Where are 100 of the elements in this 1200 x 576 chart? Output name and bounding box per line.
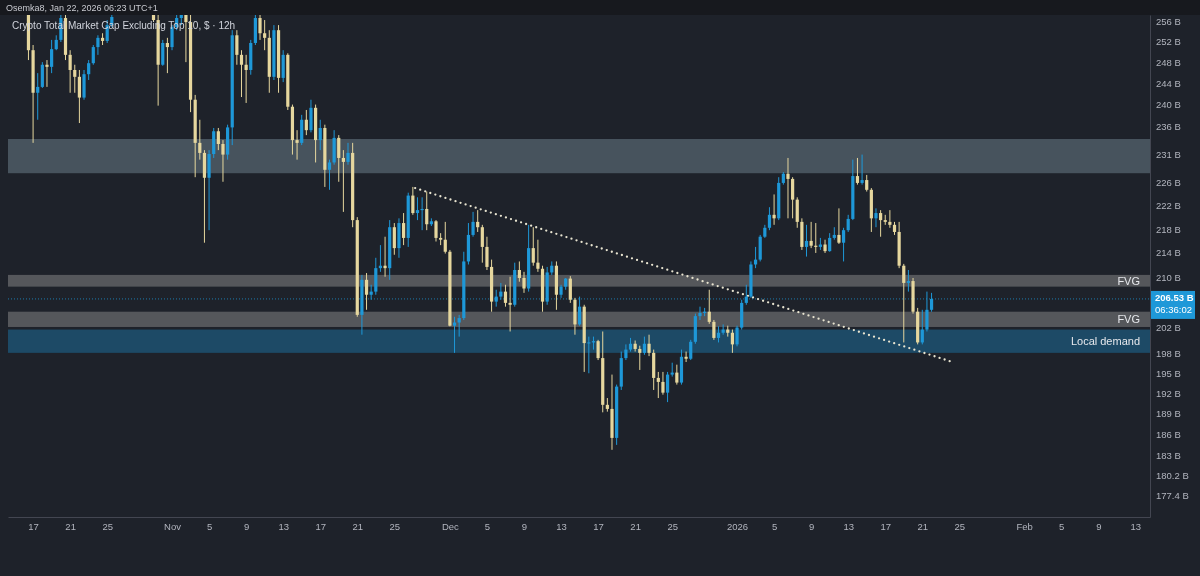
candlestick bbox=[281, 49, 285, 83]
candlestick bbox=[207, 149, 211, 231]
candlestick bbox=[239, 49, 244, 98]
candlestick bbox=[309, 99, 313, 133]
y-tick-label: 231 B bbox=[1156, 148, 1181, 160]
candlestick bbox=[809, 221, 813, 249]
x-tick-label: 2026 bbox=[726, 520, 749, 532]
candlestick bbox=[772, 193, 776, 226]
candlestick bbox=[767, 206, 772, 231]
x-tick-label: 25 bbox=[954, 520, 966, 532]
y-tick-label: 256 B bbox=[1156, 15, 1181, 27]
y-tick-label: 226 B bbox=[1156, 176, 1181, 188]
y-tick-label: 236 B bbox=[1156, 120, 1181, 132]
candlestick bbox=[707, 289, 711, 325]
candlestick bbox=[661, 371, 665, 396]
band-label: FVG bbox=[1117, 274, 1140, 287]
x-tick-label: 5 bbox=[771, 520, 778, 532]
y-tick-label: 186 B bbox=[1156, 428, 1181, 440]
y-tick-label: 192 B bbox=[1156, 387, 1181, 399]
x-tick-label: 25 bbox=[389, 520, 401, 532]
candlestick bbox=[216, 127, 220, 151]
x-tick-label: 17 bbox=[315, 520, 327, 532]
candlestick bbox=[304, 109, 308, 136]
candlestick bbox=[804, 224, 809, 258]
y-tick-label: 210 B bbox=[1156, 271, 1181, 283]
candlestick bbox=[698, 306, 702, 321]
candlestick bbox=[471, 211, 475, 238]
x-tick-label: Feb bbox=[1016, 520, 1033, 532]
y-tick-label: 214 B bbox=[1156, 247, 1181, 259]
x-tick-label: 17 bbox=[593, 520, 604, 532]
y-tick-label: 248 B bbox=[1156, 56, 1181, 68]
band-label: FVG bbox=[1117, 313, 1140, 326]
x-tick-label: 13 bbox=[278, 520, 289, 532]
candlestick bbox=[503, 284, 508, 308]
x-tick-label: 21 bbox=[917, 520, 929, 532]
candlestick bbox=[485, 236, 489, 271]
candlestick bbox=[665, 371, 670, 403]
x-tick-label: 9 bbox=[809, 520, 815, 532]
candlestick bbox=[758, 234, 762, 262]
x-tick-label: 5 bbox=[206, 520, 213, 532]
candlestick bbox=[364, 272, 369, 311]
candlestick bbox=[392, 222, 396, 256]
y-tick-label: 183 B bbox=[1156, 449, 1181, 461]
candlestick bbox=[457, 314, 461, 338]
candlestick bbox=[337, 134, 341, 183]
candlestick bbox=[480, 224, 484, 264]
x-tick-label: 13 bbox=[556, 520, 567, 532]
candlestick bbox=[327, 159, 332, 191]
candlestick bbox=[77, 69, 81, 124]
candlestick bbox=[508, 276, 512, 332]
x-tick-label: 13 bbox=[843, 520, 854, 532]
candlestick bbox=[735, 325, 739, 347]
candlestick bbox=[855, 157, 860, 186]
candlestick bbox=[860, 154, 864, 186]
x-tick-label: Nov bbox=[164, 520, 182, 532]
candlestick bbox=[828, 232, 832, 253]
candlestick bbox=[50, 39, 54, 74]
candlestick bbox=[902, 263, 906, 343]
candlestick bbox=[888, 209, 892, 229]
y-tick-label: 195 B bbox=[1156, 367, 1181, 379]
candlestick bbox=[837, 207, 841, 245]
y-tick-label: 198 B bbox=[1156, 348, 1181, 360]
candlestick bbox=[295, 129, 299, 161]
candlestick bbox=[587, 336, 591, 374]
x-tick-label: 5 bbox=[1059, 520, 1065, 532]
x-tick-label: 21 bbox=[65, 520, 76, 532]
candlestick bbox=[184, 15, 188, 63]
candlestick bbox=[647, 334, 651, 357]
x-tick-label: 9 bbox=[243, 520, 250, 532]
candlestick bbox=[165, 37, 169, 74]
candlestick bbox=[91, 44, 95, 66]
y-tick-label: 189 B bbox=[1156, 408, 1181, 420]
candlestick bbox=[443, 221, 447, 255]
candlestick bbox=[263, 19, 267, 51]
x-tick-label: 21 bbox=[352, 520, 364, 532]
candlestick bbox=[906, 269, 910, 293]
candlestick bbox=[235, 29, 239, 66]
text: 06:36:02 bbox=[1155, 303, 1192, 315]
candlestick bbox=[721, 323, 725, 336]
ref-line-label: 206.53 B bbox=[1155, 291, 1194, 303]
candlestick bbox=[415, 196, 420, 221]
candlestick bbox=[596, 339, 600, 361]
y-tick-label: 222 B bbox=[1156, 199, 1181, 211]
candlestick bbox=[656, 371, 660, 399]
candlestick bbox=[879, 209, 883, 238]
candlestick bbox=[517, 260, 521, 283]
candlestick bbox=[675, 364, 679, 386]
candlestick bbox=[712, 319, 716, 341]
candlestick bbox=[425, 191, 429, 231]
x-tick-label: Dec bbox=[441, 520, 460, 532]
x-tick-label: 21 bbox=[630, 520, 641, 532]
candlestick bbox=[841, 227, 846, 262]
candlestick bbox=[198, 119, 202, 161]
candlestick bbox=[82, 69, 86, 101]
x-tick-label: 9 bbox=[1096, 520, 1102, 532]
candlestick bbox=[300, 114, 304, 146]
candlestick bbox=[346, 142, 350, 166]
candlestick bbox=[434, 219, 438, 243]
y-tick-label: 218 B bbox=[1156, 223, 1181, 235]
band-label: Local demand bbox=[1070, 335, 1140, 348]
